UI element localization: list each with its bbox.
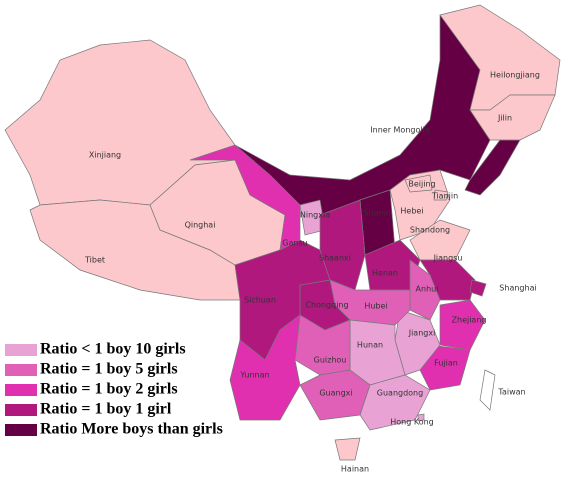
legend-swatch xyxy=(5,424,37,436)
region-label: Shaanxi xyxy=(319,254,351,263)
legend-swatch xyxy=(5,404,37,416)
legend-swatch xyxy=(5,344,37,356)
region-label: Jilin xyxy=(497,114,512,123)
legend-swatch xyxy=(5,364,37,376)
legend-label: Ratio More boys than girls xyxy=(40,421,223,438)
region-label: Hainan xyxy=(341,465,369,474)
region-label: Heilongjiang xyxy=(490,71,540,80)
region xyxy=(359,374,431,431)
region-label: Taiwan xyxy=(497,388,525,397)
region-label: Gansu xyxy=(282,239,307,248)
region-label: Inner Mongolia xyxy=(370,126,430,135)
region-label: Hunan xyxy=(357,341,383,350)
region xyxy=(433,189,449,201)
region xyxy=(389,169,451,241)
region-label: Guangdong xyxy=(377,389,423,398)
region-label: Xinjiang xyxy=(89,151,121,160)
region-label: Fujian xyxy=(434,359,458,368)
legend-label: Ratio = 1 boy 1 girl xyxy=(40,401,172,418)
legend-label: Ratio = 1 boy 5 girls xyxy=(40,361,178,378)
region xyxy=(334,437,361,461)
region-label: Henan xyxy=(372,269,398,278)
region-label: Shandong xyxy=(410,226,450,235)
region xyxy=(469,94,556,141)
region xyxy=(439,299,486,351)
region-label: Qinghai xyxy=(185,221,216,230)
region-label: Jiangxi xyxy=(408,329,436,338)
region-label: Tianjin xyxy=(431,192,458,201)
region-label: Shanghai xyxy=(499,284,536,293)
region-label: Yunnan xyxy=(239,371,269,380)
region-label: Ningxia xyxy=(300,211,330,220)
region-label: Tibet xyxy=(84,256,105,265)
region xyxy=(479,369,496,411)
legend-label: Ratio < 1 boy 10 girls xyxy=(40,341,186,358)
region-label: Chongqing xyxy=(305,301,348,310)
region-label: Hubei xyxy=(364,302,387,311)
region xyxy=(234,239,331,361)
region-label: Guizhou xyxy=(314,356,347,365)
region xyxy=(409,219,471,261)
region-label: Hong Kong xyxy=(390,418,434,427)
region xyxy=(469,279,487,297)
region xyxy=(417,413,425,422)
region xyxy=(229,314,301,421)
region-label: Hebei xyxy=(400,207,423,216)
legend-swatch xyxy=(5,384,37,396)
region-label: Zhejiang xyxy=(452,316,487,325)
region-label: Sichuan xyxy=(244,296,276,305)
region-label: Anhui xyxy=(416,285,439,294)
region-label: Shanxi xyxy=(363,209,390,218)
region-label: Jiangsu xyxy=(433,254,463,263)
region-label: Guangxi xyxy=(319,389,352,398)
region xyxy=(404,174,433,193)
legend-label: Ratio = 1 boy 2 girls xyxy=(40,381,178,398)
region-label: Beijing xyxy=(408,180,435,189)
